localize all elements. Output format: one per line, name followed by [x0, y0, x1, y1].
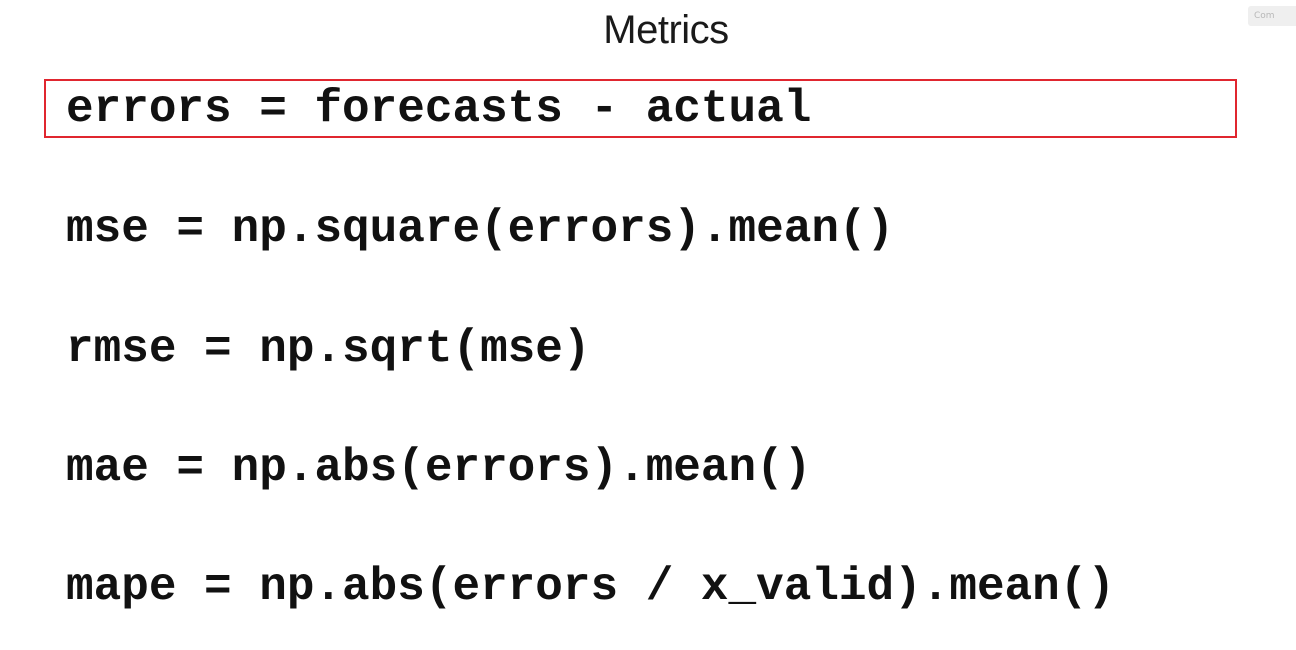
slide-title: Metrics	[603, 8, 729, 52]
code-line-mae: mae = np.abs(errors).mean()	[66, 442, 812, 494]
watermark-badge: Com	[1248, 6, 1296, 26]
highlight-box	[44, 79, 1237, 138]
code-line-mse: mse = np.square(errors).mean()	[66, 203, 895, 255]
code-line-errors: errors = forecasts - actual	[66, 83, 812, 135]
code-line-rmse: rmse = np.sqrt(mse)	[66, 323, 591, 375]
code-line-mape: mape = np.abs(errors / x_valid).mean()	[66, 561, 1115, 613]
